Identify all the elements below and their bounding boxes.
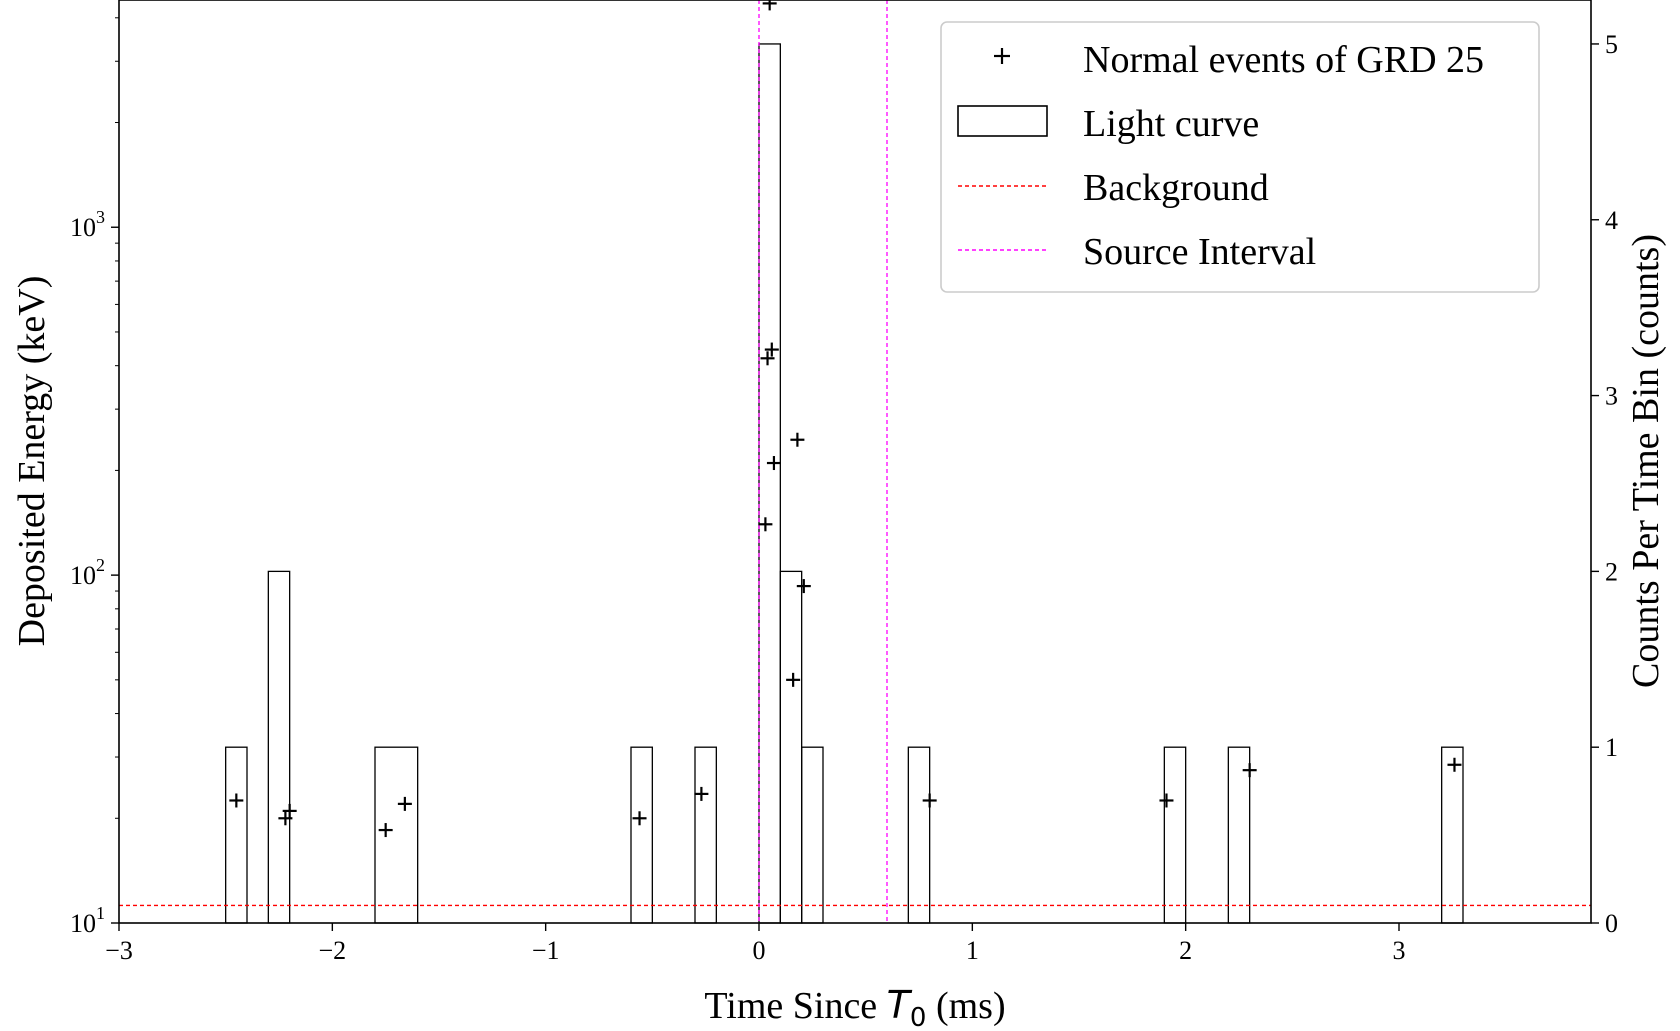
y-right-tick-label: 0 bbox=[1605, 909, 1618, 938]
x-axis-label: Time Since T0 (ms) bbox=[704, 983, 1005, 1031]
x-tick-label: −1 bbox=[532, 936, 560, 965]
x-tick-label: 3 bbox=[1393, 936, 1406, 965]
x-tick-label: −3 bbox=[105, 936, 133, 965]
y-right-tick-label: 5 bbox=[1605, 30, 1618, 59]
light-curve-bar bbox=[758, 43, 781, 924]
light-curve-bar bbox=[694, 746, 717, 924]
x-tick-label: −2 bbox=[318, 936, 346, 965]
event-marker bbox=[694, 786, 709, 801]
y-right-tick-label: 1 bbox=[1605, 733, 1618, 762]
y-right-axis-ticks: 0 1 2 3 4 5 bbox=[1591, 30, 1618, 938]
y-left-tick-base: 10 bbox=[70, 561, 96, 590]
x-tick-label: 0 bbox=[753, 936, 766, 965]
y-left-tick-label: 103 bbox=[70, 207, 105, 242]
legend: Normal events of GRD 25 Light curve Back… bbox=[940, 21, 1540, 293]
event-marker bbox=[790, 432, 805, 447]
legend-marker-plus bbox=[994, 48, 1010, 64]
x-tick-label: 2 bbox=[1179, 936, 1192, 965]
event-marker bbox=[1159, 793, 1174, 808]
light-curve-bar bbox=[630, 746, 653, 924]
legend-label-light-curve: Light curve bbox=[1083, 103, 1259, 145]
event-marker bbox=[632, 811, 647, 826]
light-curve-bar bbox=[1441, 746, 1464, 924]
event-marker bbox=[796, 579, 811, 594]
y-left-tick-exponent: 1 bbox=[96, 903, 105, 923]
y-left-tick-base: 10 bbox=[70, 909, 96, 938]
event-marker bbox=[1447, 757, 1462, 772]
light-curve-bar bbox=[1227, 746, 1251, 924]
legend-box bbox=[940, 21, 1540, 293]
legend-swatch-light-curve bbox=[957, 105, 1048, 137]
light-curve-bar bbox=[801, 746, 824, 924]
y-right-axis-label: Counts Per Time Bin (counts) bbox=[1625, 234, 1667, 688]
light-curve-bar bbox=[374, 746, 419, 924]
legend-label-source-interval: Source Interval bbox=[1083, 231, 1316, 273]
light-curve-bar bbox=[225, 746, 248, 924]
y-right-tick-label: 2 bbox=[1605, 557, 1618, 586]
event-marker bbox=[764, 342, 779, 357]
event-marker bbox=[397, 796, 412, 811]
y-right-tick-label: 3 bbox=[1605, 382, 1618, 411]
x-axis-ticks: −3 −2 −1 0 1 2 3 bbox=[105, 923, 1406, 965]
light-curve-bar bbox=[907, 746, 931, 924]
light-curve-bar bbox=[1163, 746, 1187, 924]
event-marker bbox=[766, 456, 781, 471]
event-marker bbox=[762, 0, 777, 11]
event-marker bbox=[786, 672, 801, 687]
x-tick-label: 1 bbox=[966, 936, 979, 965]
axes-frame bbox=[118, 0, 1592, 924]
legend-label-events: Normal events of GRD 25 bbox=[1083, 39, 1484, 81]
y-left-axis-label: Deposited Energy (keV) bbox=[11, 276, 53, 647]
event-marker bbox=[282, 803, 297, 818]
y-left-tick-base: 10 bbox=[70, 213, 96, 242]
light-curve-bar bbox=[779, 570, 803, 924]
event-marker bbox=[760, 351, 775, 366]
y-right-tick-label: 4 bbox=[1605, 206, 1618, 235]
y-left-tick-label: 101 bbox=[70, 903, 105, 938]
event-marker bbox=[758, 517, 773, 532]
event-marker bbox=[1242, 763, 1257, 778]
y-left-tick-label: 102 bbox=[70, 555, 105, 590]
event-marker bbox=[229, 793, 244, 808]
event-marker bbox=[278, 811, 293, 826]
legend-label-background: Background bbox=[1083, 167, 1269, 209]
event-marker bbox=[922, 793, 937, 808]
y-left-tick-exponent: 2 bbox=[96, 555, 105, 575]
event-marker bbox=[378, 823, 393, 838]
y-left-tick-exponent: 3 bbox=[96, 207, 105, 227]
light-curve-bar bbox=[267, 570, 291, 924]
